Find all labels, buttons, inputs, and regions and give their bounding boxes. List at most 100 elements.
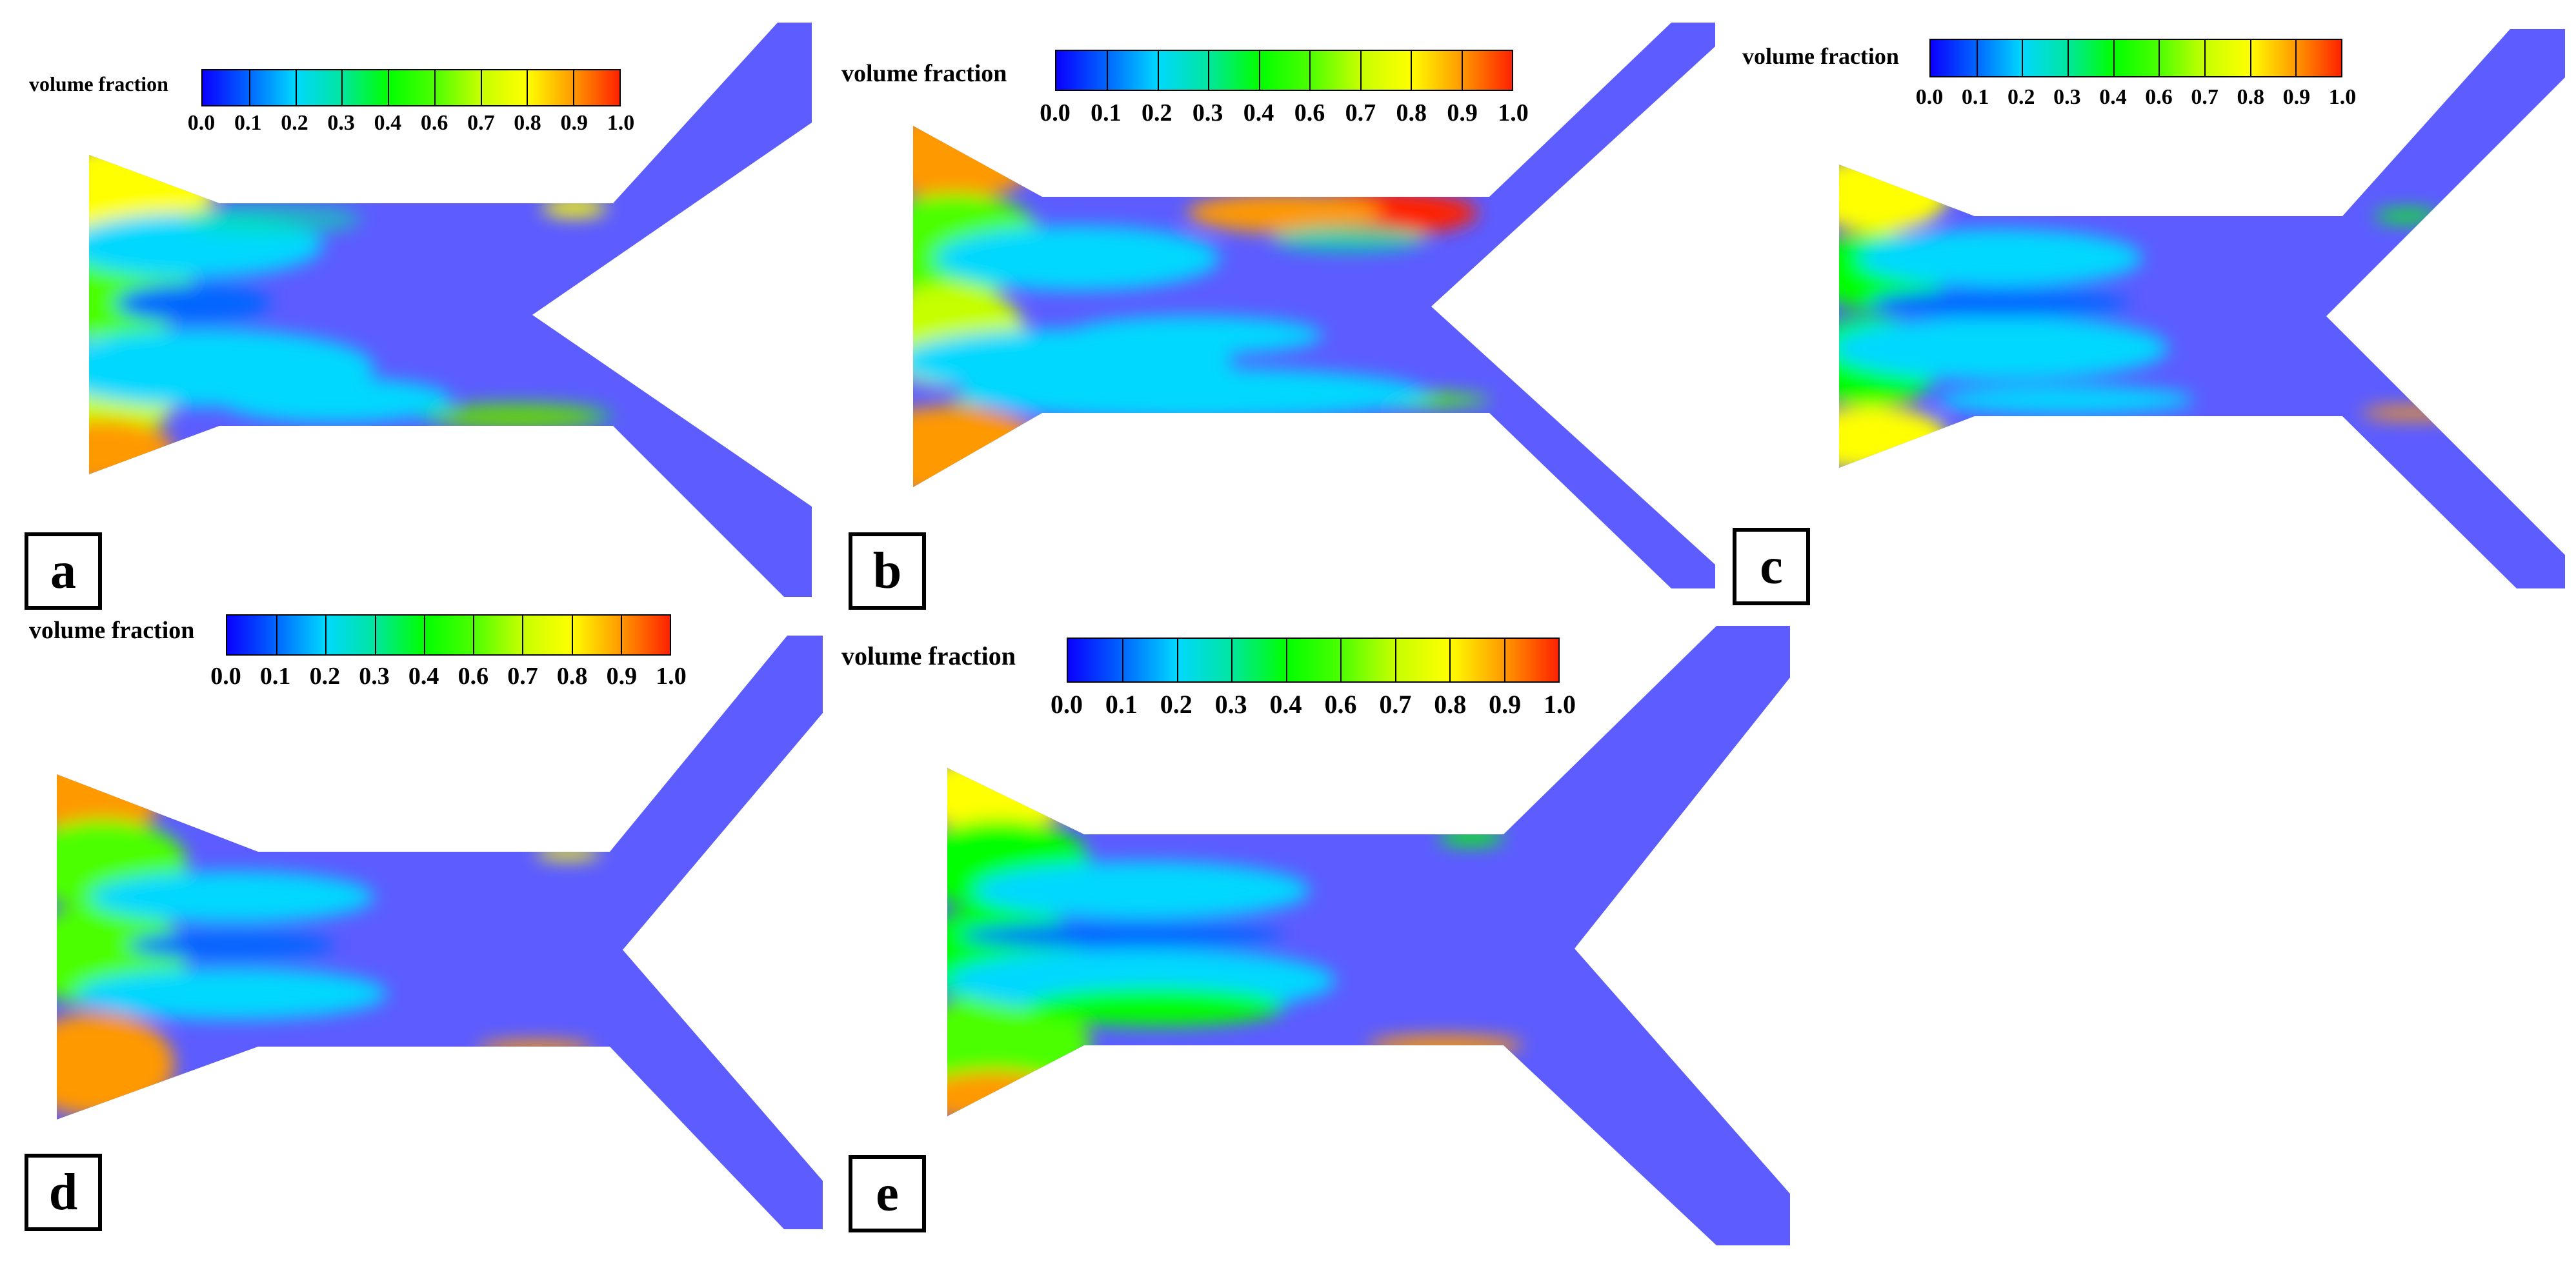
colorbar-tick-label: 1.0: [2328, 85, 2357, 109]
contour-blob: [1271, 226, 1426, 252]
colorbar-divider: [522, 616, 524, 654]
colorbar-divider: [2204, 40, 2206, 76]
colorbar-divider: [573, 70, 575, 105]
panel-label: d: [25, 1154, 102, 1231]
contour-blob: [1858, 229, 2142, 287]
colorbar-tick-label: 0.8: [556, 663, 588, 690]
colorbar: [1929, 39, 2342, 77]
geometry-body: [913, 23, 1715, 588]
colorbar: [1067, 638, 1560, 683]
colorbar-tick-label: 0.4: [1269, 690, 1302, 719]
contour-blob: [2362, 407, 2465, 419]
colorbar-tick-label: 0.4: [1243, 99, 1274, 126]
colorbar-tick-label: 0.0: [1915, 85, 1944, 109]
contour-blob: [57, 1013, 174, 1116]
colorbar-tick-label: 0.1: [234, 111, 262, 135]
colorbar: [201, 69, 621, 106]
colorbar-divider: [620, 616, 622, 654]
geometry-body: [57, 636, 823, 1229]
colorbar-divider: [527, 70, 528, 105]
colorbar-divider: [1309, 51, 1311, 90]
simulation-contour: [57, 636, 823, 1229]
contour-layer: [947, 755, 1523, 1123]
colorbar-tick-label: 0.8: [514, 111, 541, 135]
colorbar-tick-label: 0.0: [187, 111, 216, 135]
colorbar-title: volume fraction: [1742, 43, 1899, 69]
contour-blob: [129, 931, 336, 960]
geometry-body: [1839, 29, 2565, 588]
colorbar-tick-label: 0.4: [374, 111, 402, 135]
simulation-contour: [913, 23, 1715, 588]
colorbar-tick-label: 0.3: [359, 663, 390, 690]
colorbar-tick-label: 0.8: [1434, 690, 1467, 719]
colorbar-title: volume fraction: [29, 617, 195, 644]
colorbar-divider: [248, 70, 250, 105]
panel-label: a: [25, 532, 102, 610]
contour-blob: [961, 923, 1284, 949]
geometry-body: [89, 23, 812, 597]
contour-blob: [116, 284, 271, 323]
colorbar-tick-label: 0.9: [2282, 85, 2311, 109]
contour-blob: [1839, 316, 2168, 381]
panel-label: e: [849, 1155, 926, 1232]
colorbar-title: volume fraction: [29, 72, 168, 95]
colorbar-divider: [434, 70, 436, 105]
colorbar-divider: [276, 616, 278, 654]
panel-e: volume fraction 0.0 0.1 0.2 0.3 0.4 0.6 0.7 0.8…: [832, 619, 1800, 1266]
contour-blob: [936, 226, 1220, 290]
colorbar-divider: [1976, 40, 1978, 76]
colorbar-divider: [325, 616, 327, 654]
colorbar-tick-label: 0.7: [1345, 99, 1376, 126]
colorbar-divider: [1449, 639, 1451, 681]
contour-blob: [90, 871, 374, 923]
colorbar-tick-label: 0.4: [408, 663, 439, 690]
panel-c: volume fraction 0.0 0.1 0.2 0.3 0.4 0.6 0.7 0.8…: [1729, 0, 2576, 626]
colorbar-divider: [1231, 639, 1233, 681]
contour-blob: [947, 1071, 1071, 1123]
colorbar-divider: [571, 616, 573, 654]
contour-blob: [913, 110, 1039, 200]
contour-blob: [974, 861, 1310, 919]
colorbar-divider: [1411, 51, 1413, 90]
colorbar-tick-label: 0.2: [2007, 85, 2035, 109]
colorbar-tick-label: 0.0: [1051, 690, 1083, 719]
colorbar-divider: [1504, 639, 1505, 681]
colorbar-divider: [2158, 40, 2160, 76]
simulation-contour: [947, 626, 1790, 1245]
contour-blob: [89, 419, 174, 484]
colorbar-title: volume fraction: [841, 60, 1007, 87]
colorbar-tick-label: 1.0: [607, 111, 635, 135]
colorbar-tick-label: 1.0: [1498, 99, 1529, 126]
colorbar: [226, 614, 671, 656]
colorbar-tick-label: 1.0: [1544, 690, 1576, 719]
contour-blob: [181, 203, 361, 236]
colorbar-tick-label: 1.0: [656, 663, 687, 690]
contour-blurred: [947, 755, 1523, 1123]
contour-blob: [219, 377, 452, 423]
colorbar-divider: [1122, 639, 1124, 681]
colorbar-tick-label: 0.0: [1040, 99, 1071, 126]
colorbar-divider: [2295, 40, 2297, 76]
colorbar-tick-label: 0.3: [1214, 690, 1247, 719]
colorbar-tick-label: 0.8: [1396, 99, 1427, 126]
colorbar-tick-label: 0.9: [606, 663, 638, 690]
colorbar-divider: [2113, 40, 2115, 76]
contour-blob: [1368, 1036, 1523, 1055]
colorbar-tick-label: 0.2: [1142, 99, 1172, 126]
colorbar-tick-label: 0.7: [2191, 85, 2219, 109]
panel-b: volume fraction 0.0 0.1 0.2 0.3 0.4 0.6 0.7 0.8…: [832, 0, 1729, 626]
colorbar: [1055, 50, 1513, 91]
colorbar-tick-label: 0.7: [1379, 690, 1412, 719]
contour-blob: [1439, 830, 1504, 845]
contour-blob: [1839, 155, 1949, 232]
colorbar-divider: [423, 616, 425, 654]
contour-blob: [1065, 316, 1323, 355]
colorbar-divider: [1176, 639, 1178, 681]
contour-blob: [1187, 194, 1381, 232]
colorbar-tick-label: 0.7: [507, 663, 538, 690]
colorbar-divider: [1360, 51, 1362, 90]
colorbar-tick-label: 0.6: [1294, 99, 1325, 126]
colorbar-tick-label: 0.3: [1192, 99, 1223, 126]
colorbar-tick-label: 0.2: [1160, 690, 1192, 719]
colorbar-tick-label: 0.9: [1447, 99, 1478, 126]
